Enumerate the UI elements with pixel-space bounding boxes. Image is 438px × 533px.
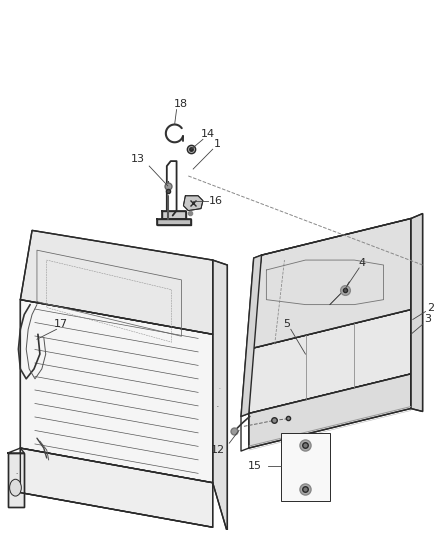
Polygon shape (184, 196, 203, 211)
Text: 18: 18 (173, 99, 187, 109)
Polygon shape (162, 211, 186, 219)
Polygon shape (249, 219, 411, 349)
Text: 1: 1 (214, 139, 221, 149)
Polygon shape (20, 448, 213, 527)
Polygon shape (20, 300, 213, 483)
Polygon shape (249, 374, 411, 448)
Text: .: . (216, 399, 219, 408)
Polygon shape (249, 310, 411, 414)
Text: 13: 13 (131, 154, 145, 164)
Text: 3: 3 (424, 314, 431, 325)
Text: 15: 15 (247, 461, 261, 471)
FancyBboxPatch shape (281, 433, 330, 500)
Ellipse shape (10, 479, 21, 496)
Text: 12: 12 (211, 445, 226, 455)
Text: .: . (15, 469, 18, 475)
Polygon shape (241, 255, 261, 416)
Polygon shape (7, 453, 24, 507)
Text: 17: 17 (54, 319, 68, 329)
Polygon shape (157, 219, 191, 225)
Text: $_\cdot$: $_\cdot$ (217, 382, 222, 391)
Polygon shape (213, 260, 227, 532)
Polygon shape (20, 230, 213, 334)
Text: 14: 14 (201, 130, 215, 140)
Text: 5: 5 (283, 319, 290, 329)
Text: 16: 16 (208, 196, 223, 206)
Polygon shape (411, 214, 423, 411)
Text: 2: 2 (427, 303, 434, 312)
Text: 4: 4 (359, 258, 366, 268)
